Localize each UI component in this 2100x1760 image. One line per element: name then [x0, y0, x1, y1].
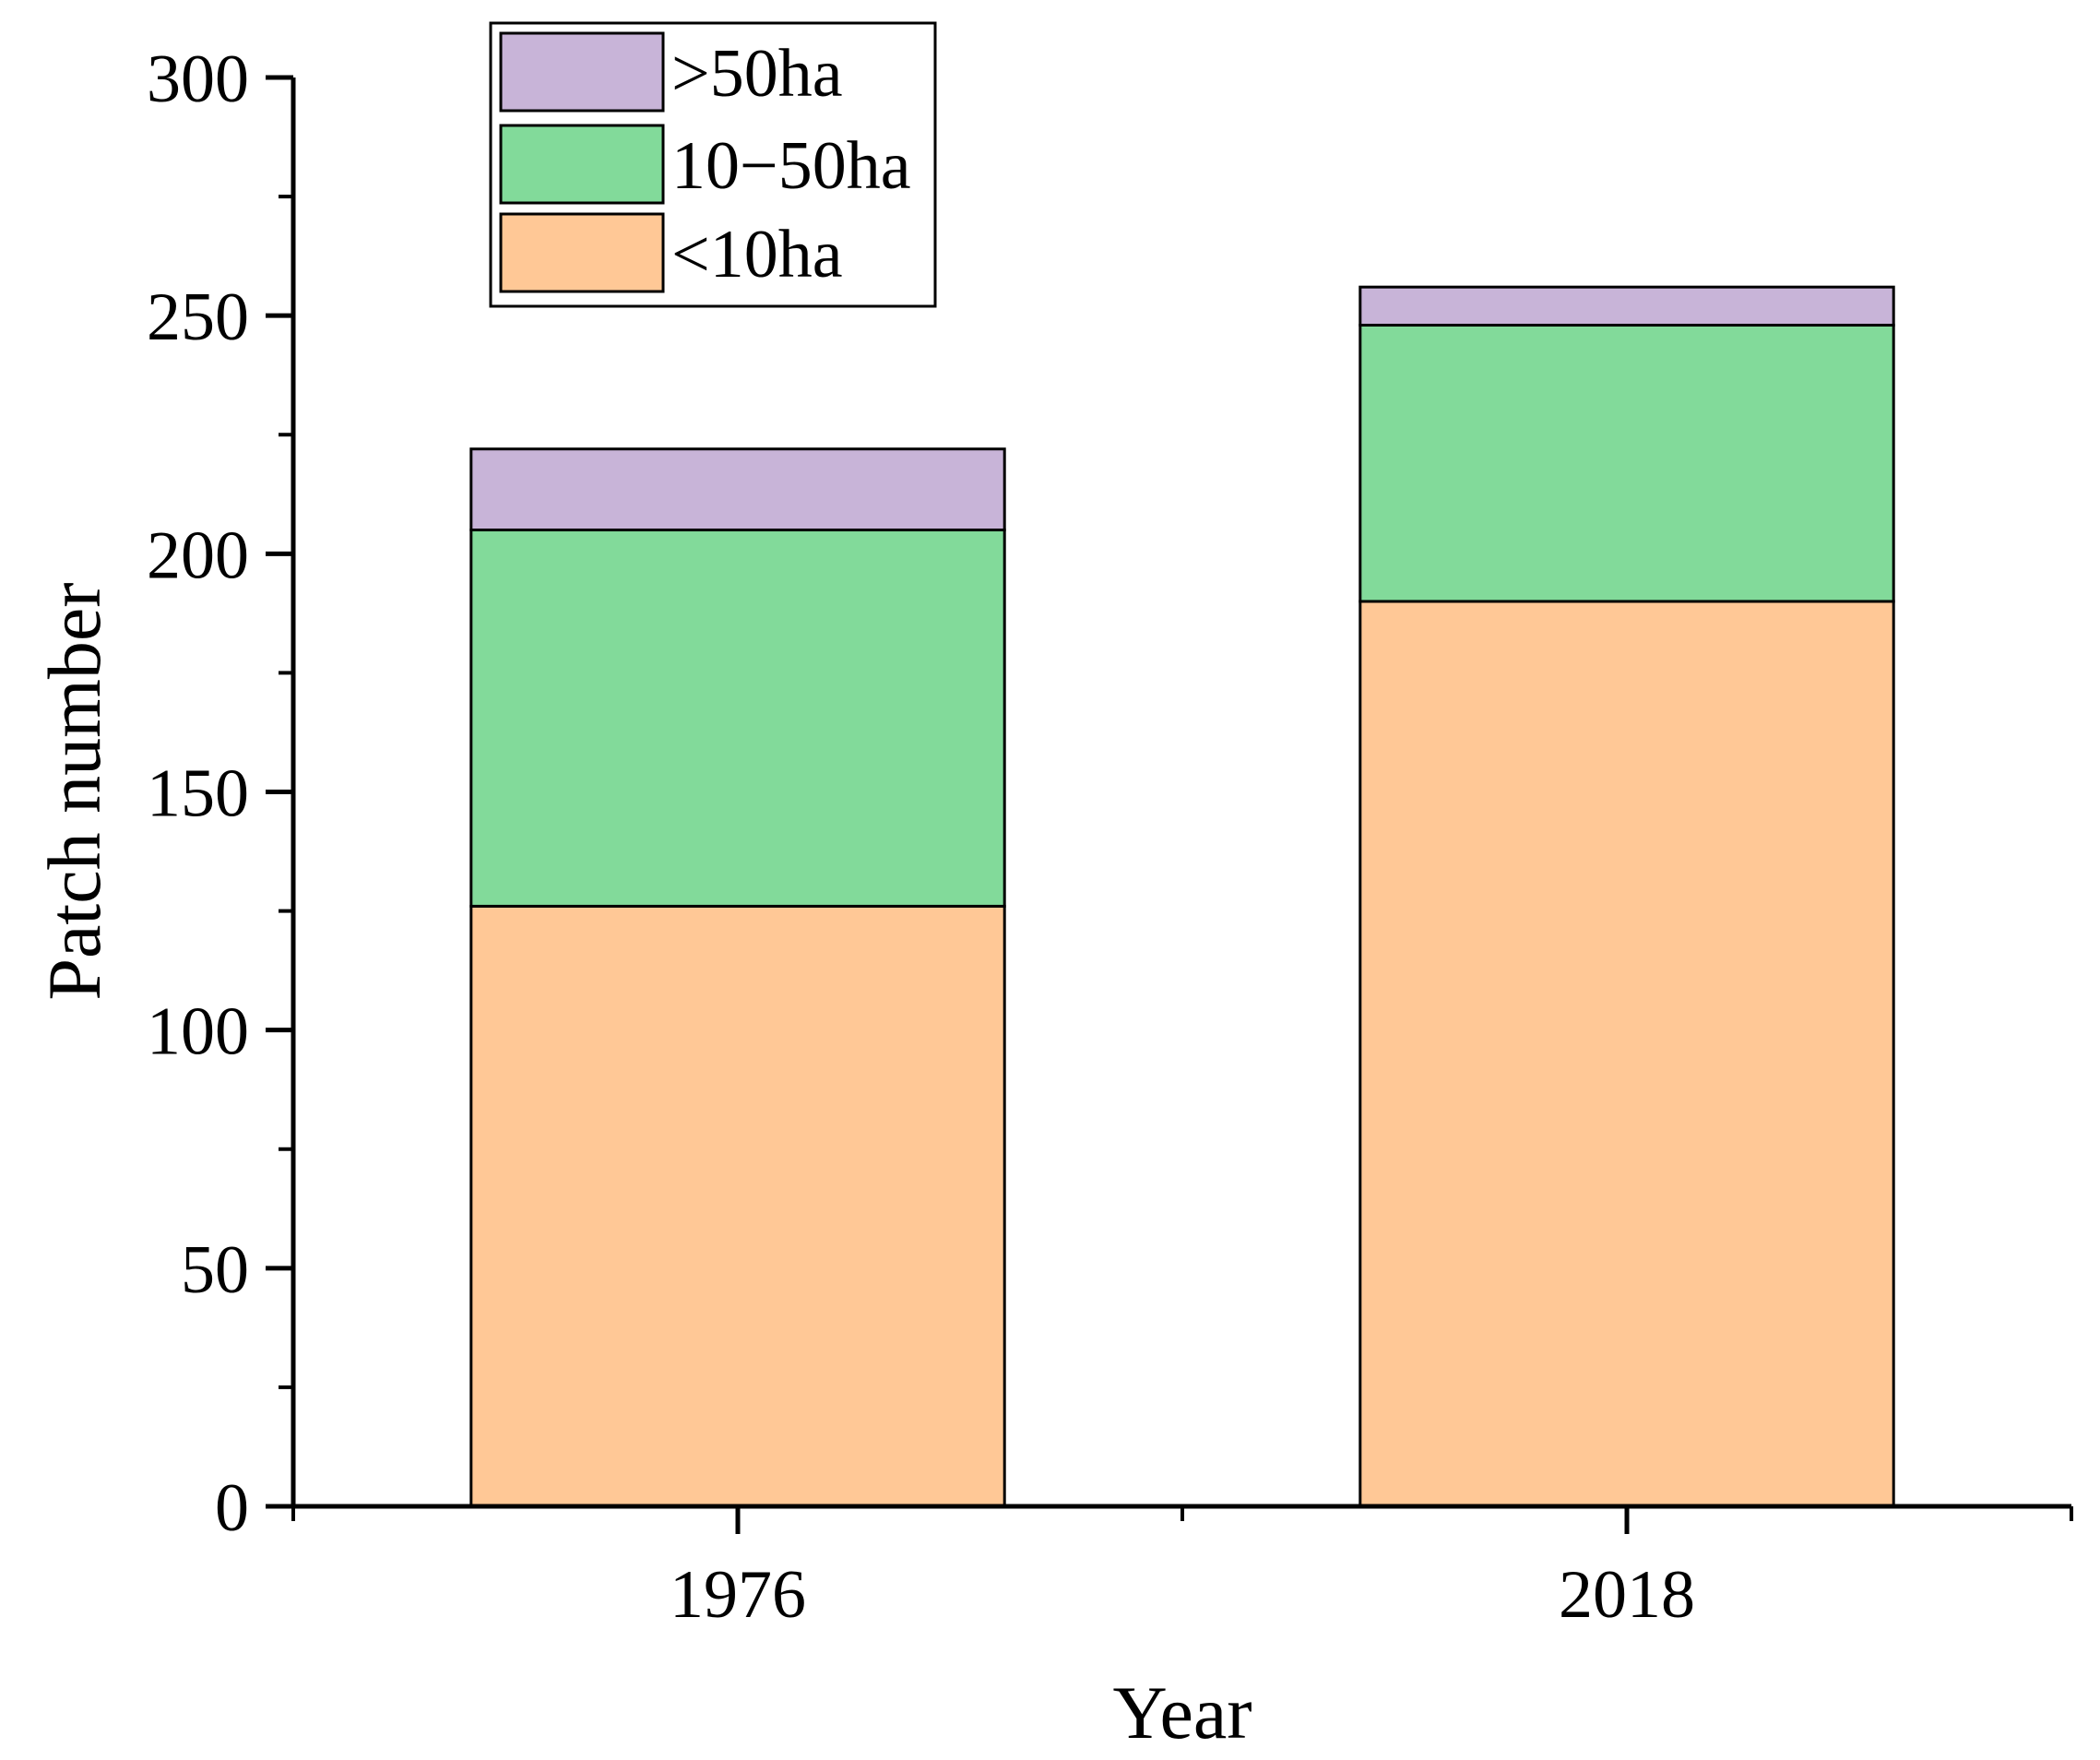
legend-label-gt50: >50ha	[671, 36, 843, 112]
bar-segment-10ha-1976	[469, 904, 1006, 1508]
y-tick-label: 200	[147, 517, 249, 593]
bar-segment-10-50ha-1976	[469, 529, 1006, 908]
bar-segment-10-50ha-2018	[1358, 323, 1895, 603]
x-ticks-layer: 1976 2018	[291, 1506, 2073, 1633]
y-tick-label: 150	[147, 756, 249, 832]
y-tick-label: 0	[215, 1470, 249, 1546]
y-axis-title: Patch number	[32, 582, 116, 1000]
bar-segment-50ha-1976	[469, 447, 1006, 532]
bar-segment-10ha-2018	[1358, 600, 1895, 1508]
x-axis-title: Year	[1112, 1671, 1252, 1754]
y-tick-label: 300	[147, 42, 249, 117]
bar-segment-50ha-2018	[1358, 285, 1895, 327]
legend: >50ha 10−50ha <10ha	[489, 21, 937, 308]
y-tick-label: 50	[181, 1232, 249, 1308]
legend-label-lt10: <10ha	[671, 217, 843, 292]
x-tick-label: 1976	[670, 1557, 806, 1633]
x-tick-label: 2018	[1559, 1557, 1695, 1633]
legend-swatch-gt50	[499, 31, 665, 113]
y-ticks-layer: 0 50 100 150 200 250 300	[147, 42, 293, 1546]
legend-label-10-50: 10−50ha	[671, 128, 911, 204]
legend-swatch-10-50	[499, 124, 665, 205]
y-tick-label: 100	[147, 994, 249, 1070]
bars-layer	[469, 285, 1895, 1508]
legend-swatch-lt10	[499, 212, 665, 293]
y-tick-label: 250	[147, 279, 249, 355]
